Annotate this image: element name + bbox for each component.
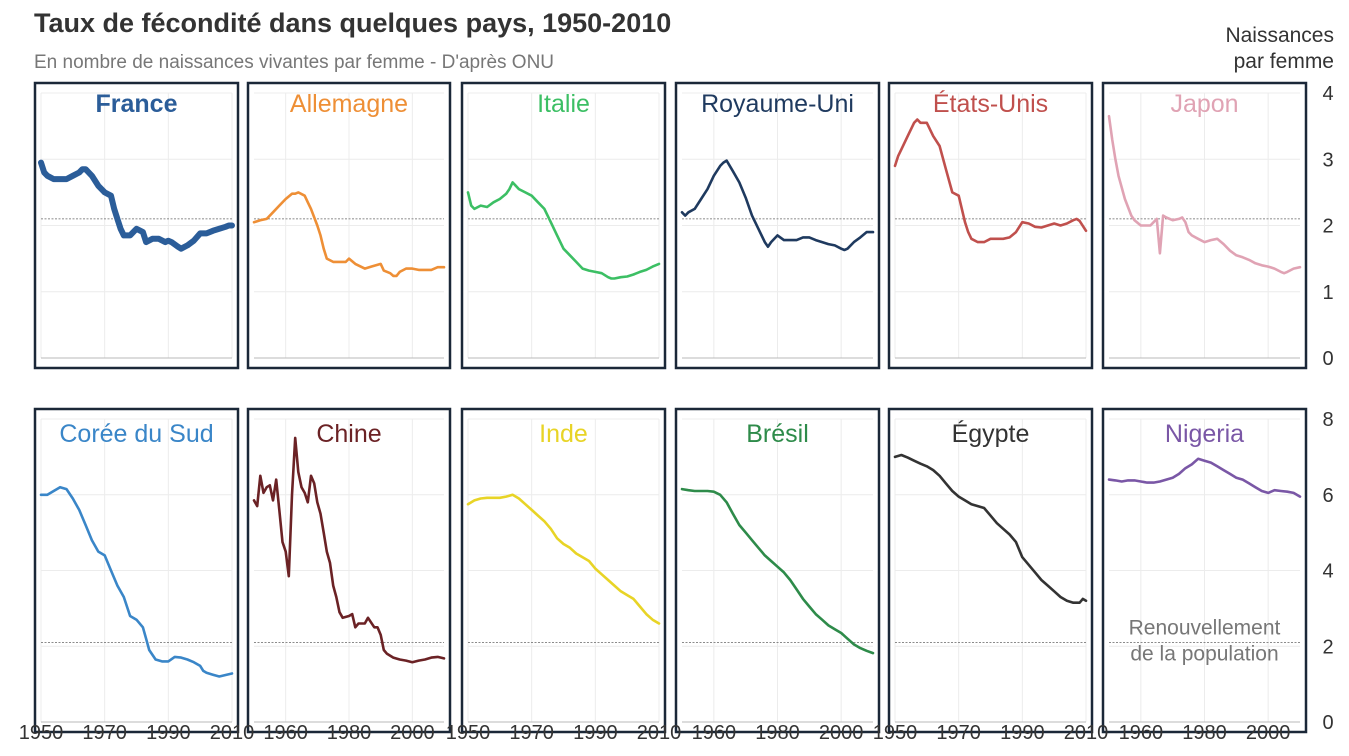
x-tick-label-col1-2010: 2010 <box>210 722 255 744</box>
series-line-royaume-uni <box>680 159 875 252</box>
panel-frame-bresil <box>674 407 881 734</box>
panel-title-chine: Chine <box>316 420 381 448</box>
x-tick-label-col4-2000: 2000 <box>819 722 864 744</box>
y-tick-label-row2-0: 0 <box>1322 712 1333 734</box>
chart-subtitle: En nombre de naissances vivantes par fem… <box>34 52 555 73</box>
panel-title-royaume-uni: Royaume-Uni <box>701 90 854 118</box>
series-line-etats-unis <box>893 118 1088 244</box>
panel-title-coree-du-sud: Corée du Sud <box>59 420 213 448</box>
x-tick-label-col2-1980: 1980 <box>327 722 372 744</box>
panel-title-japon: Japon <box>1170 90 1238 118</box>
panel-frame-france <box>33 81 240 370</box>
panel-frame-inde <box>460 407 667 734</box>
x-tick-label-col3-1990: 1990 <box>573 722 618 744</box>
panel-frame-nigeria <box>1101 407 1308 734</box>
chart-title: Taux de fécondité dans quelques pays, 19… <box>34 8 672 38</box>
x-tick-label-col6-2000: 2000 <box>1246 722 1291 744</box>
panel-frame-egypte <box>887 407 1094 734</box>
y-tick-label-row1-3: 3 <box>1322 149 1333 171</box>
panel-frame-italie <box>460 81 667 370</box>
series-line-nigeria <box>1107 457 1302 498</box>
y-tick-label-row1-4: 4 <box>1322 83 1333 105</box>
y-tick-label-row2-8: 8 <box>1322 409 1333 431</box>
series-line-chine <box>252 436 446 664</box>
x-tick-label-col1-1990: 1990 <box>146 722 191 744</box>
panel-title-allemagne: Allemagne <box>290 90 408 118</box>
y-tick-label-row2-2: 2 <box>1322 636 1333 658</box>
reference-label-line-1: Renouvellement <box>1129 616 1281 639</box>
x-tick-label-col3-1950: 1950 <box>446 722 491 744</box>
x-tick-label-col1-1950: 1950 <box>19 722 64 744</box>
series-line-bresil <box>680 487 875 655</box>
series-line-allemagne <box>252 191 446 278</box>
y-axis-label-line-2: par femme <box>1233 50 1334 73</box>
series-line-inde <box>466 493 661 625</box>
panel-frame-coree-du-sud <box>33 407 240 734</box>
series-line-france <box>38 159 235 252</box>
series-line-japon <box>1107 114 1302 275</box>
series-line-coree-du-sud <box>39 485 234 678</box>
panel-title-bresil: Brésil <box>746 420 809 448</box>
x-tick-label-col3-1970: 1970 <box>509 722 554 744</box>
panel-title-etats-unis: États-Unis <box>933 89 1048 118</box>
x-tick-label-col1-1970: 1970 <box>82 722 127 744</box>
panel-title-inde: Inde <box>539 420 588 448</box>
panel-title-egypte: Égypte <box>952 419 1030 448</box>
x-tick-label-col4-1960: 1960 <box>692 722 737 744</box>
panel-frame-chine <box>246 407 452 734</box>
y-tick-label-row1-1: 1 <box>1322 282 1333 304</box>
x-tick-label-col2-1960: 1960 <box>263 722 308 744</box>
panel-title-nigeria: Nigeria <box>1165 420 1244 448</box>
x-tick-label-col3-2010: 2010 <box>637 722 682 744</box>
y-tick-label-row1-0: 0 <box>1322 348 1333 370</box>
series-line-italie <box>466 181 661 280</box>
panel-frame-allemagne <box>246 81 452 370</box>
x-tick-label-col6-1980: 1980 <box>1182 722 1227 744</box>
x-tick-label-col4-1980: 1980 <box>755 722 800 744</box>
x-tick-label-col5-2010: 2010 <box>1064 722 1109 744</box>
reference-label-line-2: de la population <box>1130 642 1278 665</box>
panel-frame-royaume-uni <box>674 81 881 370</box>
panel-frame-japon <box>1101 81 1308 370</box>
y-tick-label-row1-2: 2 <box>1322 216 1333 238</box>
panel-title-france: France <box>96 90 178 118</box>
y-tick-label-row2-4: 4 <box>1322 561 1333 583</box>
y-axis-label-line-1: Naissances <box>1225 24 1334 47</box>
x-tick-label-col6-1960: 1960 <box>1119 722 1164 744</box>
y-axis-label: Naissances par femme <box>1225 23 1334 75</box>
panel-title-italie: Italie <box>537 90 590 118</box>
series-line-egypte <box>893 453 1088 605</box>
x-tick-label-col5-1970: 1970 <box>936 722 981 744</box>
panel-frame-etats-unis <box>887 81 1094 370</box>
x-tick-label-col2-2000: 2000 <box>390 722 435 744</box>
x-tick-label-col5-1990: 1990 <box>1000 722 1045 744</box>
x-tick-label-col5-1950: 1950 <box>873 722 918 744</box>
y-tick-label-row2-6: 6 <box>1322 485 1333 507</box>
